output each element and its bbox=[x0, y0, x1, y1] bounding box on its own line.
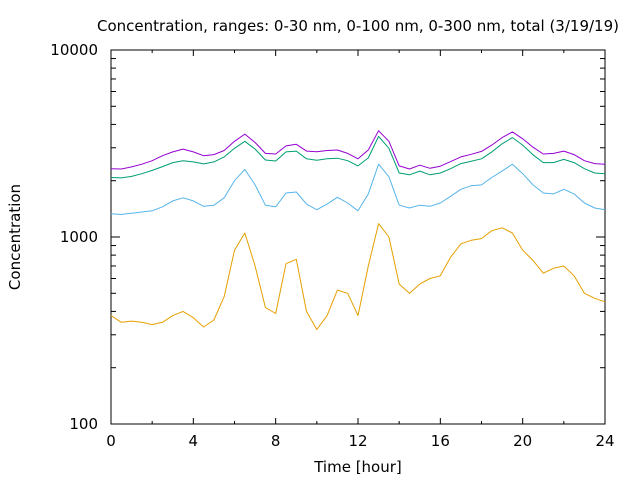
x-tick-label: 8 bbox=[271, 432, 281, 450]
x-tick-label: 12 bbox=[348, 432, 367, 450]
series-line-2 bbox=[110, 163, 606, 215]
x-tick-label: 4 bbox=[189, 432, 199, 450]
tick-labels: 0 4 8 12 16 20 24 100 1000 10000 bbox=[50, 41, 614, 450]
x-tick-label: 20 bbox=[513, 432, 532, 450]
series-line-3 bbox=[110, 135, 606, 179]
x-tick-label: 16 bbox=[431, 432, 450, 450]
plot-frame bbox=[110, 49, 606, 425]
y-tick-label: 10000 bbox=[50, 41, 98, 59]
x-tick-label: 24 bbox=[595, 432, 614, 450]
y-axis-label: Concentration bbox=[6, 184, 24, 290]
chart-title: Concentration, ranges: 0-30 nm, 0-100 nm… bbox=[97, 17, 619, 35]
axis-ticks bbox=[110, 49, 606, 425]
series-line-1 bbox=[110, 223, 606, 330]
x-tick-label: 0 bbox=[106, 432, 116, 450]
y-tick-label: 1000 bbox=[60, 228, 98, 246]
series-layer bbox=[110, 130, 606, 330]
series-line-4 bbox=[110, 130, 606, 170]
x-axis-label: Time [hour] bbox=[313, 458, 402, 476]
y-tick-label: 100 bbox=[69, 415, 98, 433]
